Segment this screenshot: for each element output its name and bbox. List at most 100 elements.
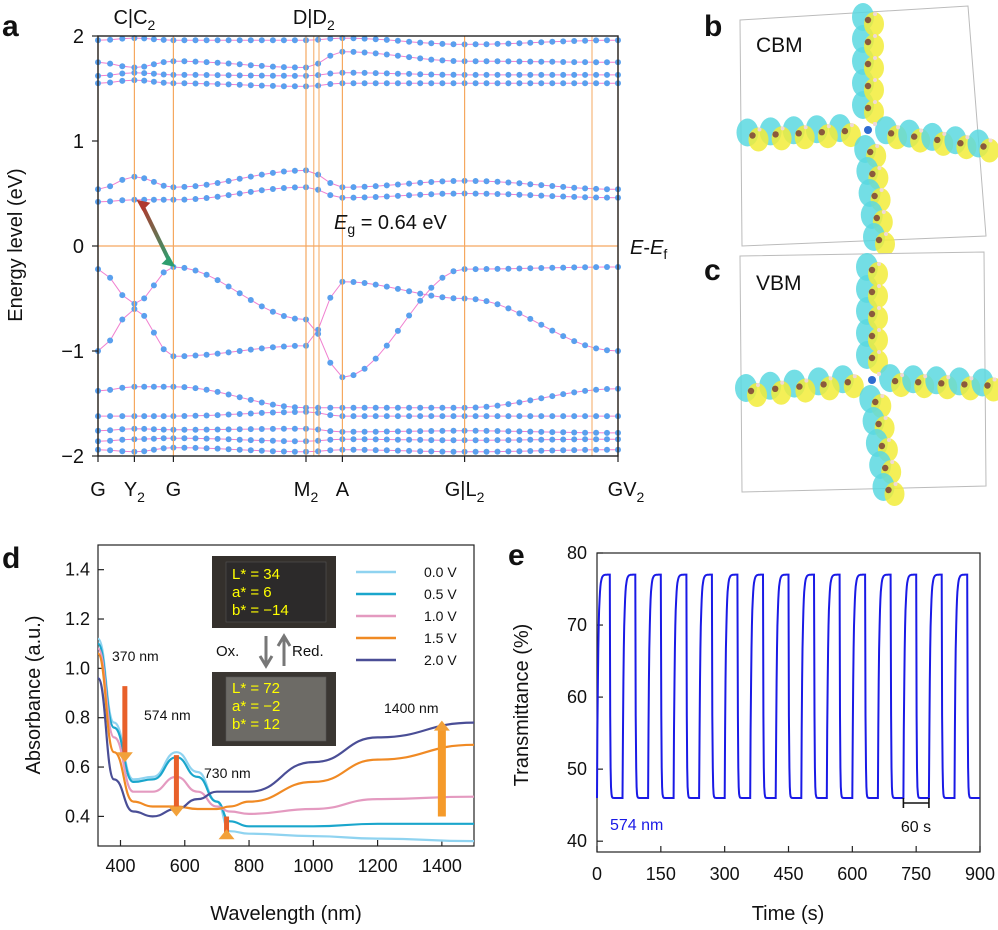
band-point-CB2-13 [236, 175, 243, 182]
band-point-CB2-43 [571, 184, 578, 191]
atom-carbon [980, 143, 987, 150]
band-point-CB3-41 [549, 80, 556, 87]
band-point-band2-18 [291, 438, 298, 445]
kpoint-label-4: A [336, 479, 350, 501]
band-point-CB4-14 [247, 72, 254, 79]
trans-xtick-label: 600 [837, 864, 867, 884]
band-point-CB1-18 [291, 184, 298, 191]
trans-ytick-label: 40 [567, 831, 587, 851]
gap-arrow-head-top [136, 199, 151, 211]
band-point-CB3-27 [394, 80, 401, 87]
band-point-band4-2 [119, 413, 126, 420]
atom-carbon [875, 420, 882, 428]
atom-carbon [872, 398, 879, 406]
atom-hydrogen [877, 284, 881, 288]
atom-carbon [911, 133, 918, 140]
band-point-band2-14 [247, 437, 254, 444]
band-point-band1-10 [203, 445, 210, 452]
band-point-band3-24 [361, 428, 368, 435]
band-point-CB6-41 [549, 38, 556, 45]
band-point-CB6-28 [406, 38, 413, 45]
atom-hydrogen [849, 123, 854, 128]
band-point-CB2-25 [372, 183, 379, 190]
band-point-CB6-38 [516, 40, 523, 47]
atom-hydrogen [919, 128, 924, 133]
band-point-CB4-45 [593, 71, 600, 78]
band-point-CB5-37 [505, 58, 512, 65]
band-point-VB2-32 [450, 268, 457, 275]
band-point-VB2-41 [549, 264, 556, 271]
band-point-band4-46 [604, 413, 610, 420]
band-point-CB4-38 [516, 71, 523, 78]
atom-carbon [796, 383, 803, 390]
band-point-band2-13 [236, 436, 243, 443]
vbm-orbital-image: VBM [735, 251, 998, 506]
band-point-band1-41 [549, 447, 556, 454]
band-point-CB3-37 [505, 80, 512, 87]
band-point-VB1-29 [417, 290, 424, 297]
band-point-band5-45 [593, 386, 600, 393]
band-point-band2-41 [549, 436, 556, 443]
band-point-VB2-2 [119, 292, 126, 299]
atom-carbon [841, 127, 849, 135]
band-point-band3-20 [315, 426, 322, 433]
abs-ytick-label: 0.6 [65, 757, 90, 777]
band-point-CB4-32 [450, 71, 457, 78]
band-point-VB1-8 [181, 353, 188, 360]
band-point-CB4-10 [203, 72, 210, 78]
panel-label-d: d [2, 542, 20, 575]
band-point-band2-27 [394, 436, 401, 443]
band-point-band1-17 [280, 448, 287, 455]
band-point-band4-8 [181, 413, 188, 419]
band-point-band5-38 [516, 399, 523, 406]
band-point-VB2-21 [327, 359, 334, 366]
abs-line-1.0 V [96, 647, 475, 816]
band-point-VB2-40 [538, 265, 545, 271]
band-point-band4-6 [160, 413, 167, 420]
band-point-band4-42 [560, 413, 567, 420]
band-point-CB5-29 [417, 55, 424, 62]
gap-arrow-head-bottom [161, 256, 176, 267]
band-point-band4-32 [450, 413, 457, 420]
band-point-CB5-41 [549, 58, 556, 65]
band-point-band4-30 [428, 413, 435, 420]
trans-xtick-label: 0 [592, 864, 602, 884]
band-point-band2-9 [192, 435, 199, 442]
trans-xtick-label: 300 [710, 864, 740, 884]
atom-carbon [984, 382, 991, 389]
band-point-band3-32 [450, 427, 457, 434]
band-point-CB6-45 [593, 37, 600, 44]
panel-label-b: b [704, 10, 722, 43]
band-point-CB1-10 [203, 195, 210, 201]
band-point-CB2-42 [560, 183, 567, 190]
band-point-CB1-27 [394, 192, 401, 199]
band-point-band5-43 [571, 389, 578, 396]
atom-hydrogen [780, 380, 785, 385]
band-point-CB2-27 [394, 181, 401, 188]
band-point-VB2-11 [214, 277, 221, 284]
band-point-band2-10 [203, 435, 210, 442]
band-point-VB2-42 [560, 264, 567, 271]
band-point-CB4-15 [258, 72, 265, 79]
band-point-band3-10 [203, 426, 210, 433]
band-point-CB4-24 [361, 69, 368, 76]
band-point-VB2-15 [258, 303, 265, 310]
band-point-band1-24 [361, 446, 368, 453]
band-point-CB3-39 [527, 80, 534, 87]
band-point-CB3-15 [258, 82, 265, 89]
band-point-CB5-17 [280, 64, 287, 71]
band-point-CB3-38 [516, 80, 523, 87]
band-point-CB5-2 [119, 63, 126, 70]
band-point-band5-30 [428, 404, 435, 411]
band-point-CB1-8 [181, 196, 188, 203]
band-point-VB2-34 [472, 266, 479, 273]
band-point-CB4-16 [269, 72, 276, 79]
band-point-CB3-8 [181, 80, 188, 87]
red-arrow-icon [276, 633, 292, 666]
band-point-band5-1 [107, 386, 114, 393]
band-point-VB1-44 [582, 342, 589, 349]
band-point-CB5-23 [350, 48, 357, 55]
band-point-band3-21 [327, 428, 334, 435]
band-point-CB1-42 [560, 193, 567, 200]
band-point-CB4-40 [538, 71, 545, 78]
